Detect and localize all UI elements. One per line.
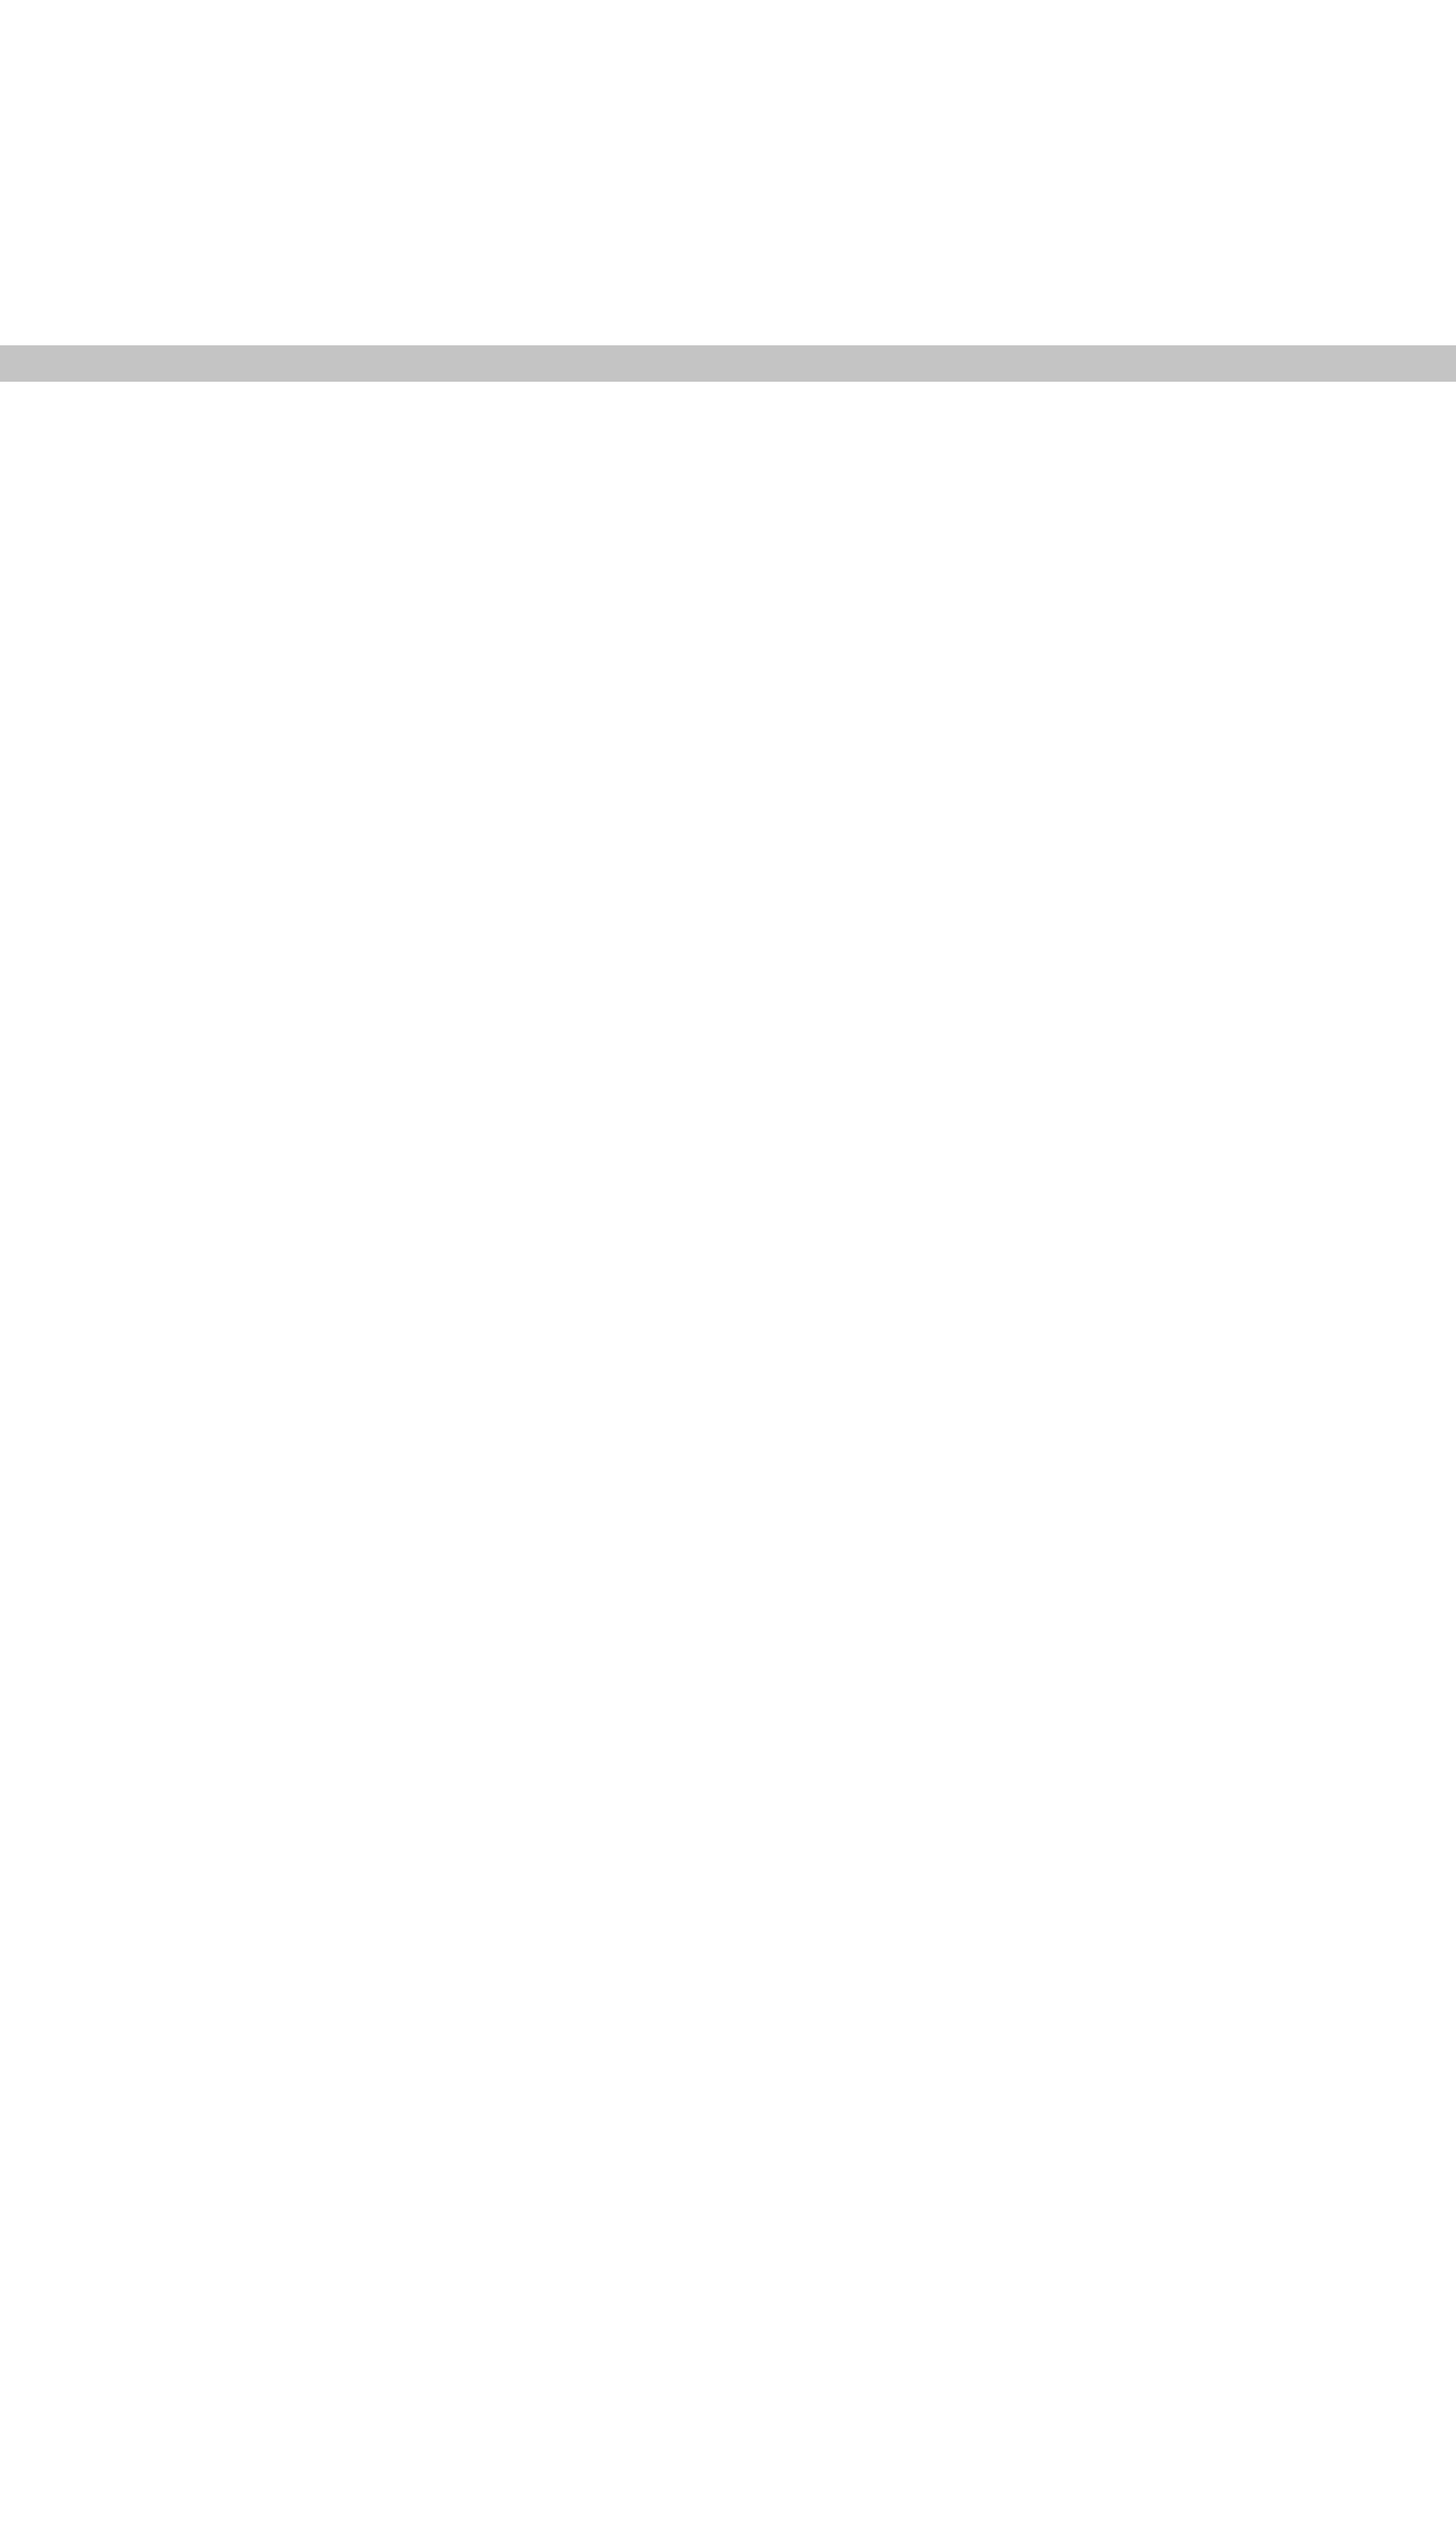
umap-plot-a bbox=[62, 68, 449, 376]
journal-preproof-banner bbox=[0, 345, 1456, 382]
